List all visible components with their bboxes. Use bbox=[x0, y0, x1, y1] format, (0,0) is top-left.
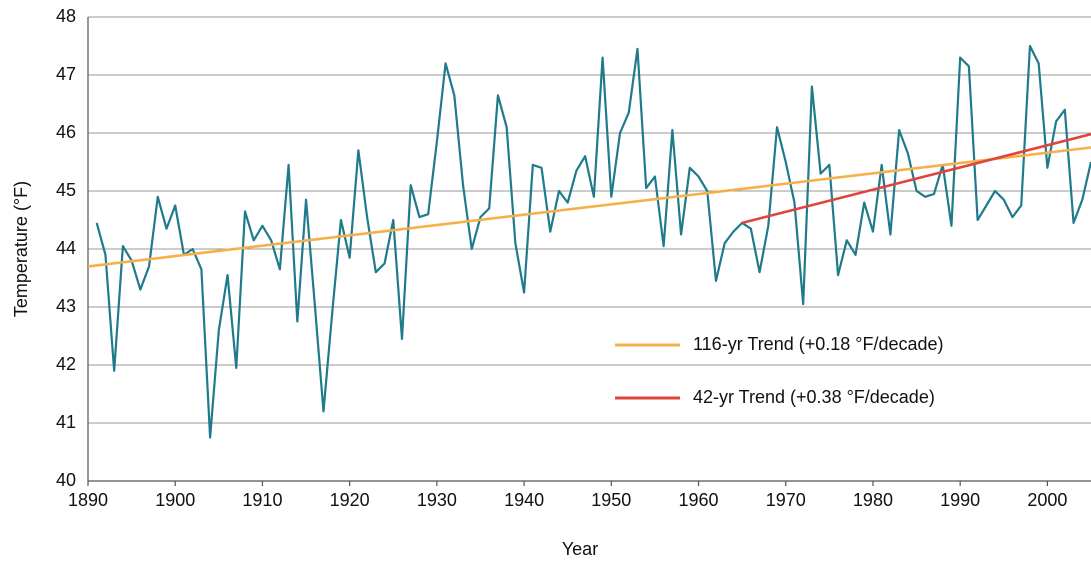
legend-label: 116-yr Trend (+0.18 °F/decade) bbox=[693, 334, 944, 354]
x-tick-label: 1910 bbox=[242, 490, 282, 510]
x-tick-label: 1920 bbox=[330, 490, 370, 510]
y-tick-label: 44 bbox=[56, 238, 76, 258]
y-tick-label: 48 bbox=[56, 6, 76, 26]
series-line bbox=[95, 44, 1091, 439]
x-tick-label: 1950 bbox=[591, 490, 631, 510]
plot-area bbox=[88, 44, 1091, 439]
y-tick-label: 45 bbox=[56, 180, 76, 200]
x-tick-label: 1990 bbox=[940, 490, 980, 510]
x-tick-label: 1930 bbox=[417, 490, 457, 510]
y-tick-label: 40 bbox=[56, 470, 76, 490]
x-tick-label: 1890 bbox=[68, 490, 108, 510]
y-tick-label: 43 bbox=[56, 296, 76, 316]
legend-label: 42-yr Trend (+0.38 °F/decade) bbox=[693, 387, 935, 407]
x-tick-label: 1970 bbox=[766, 490, 806, 510]
x-tick-label: 2000 bbox=[1027, 490, 1067, 510]
series-line bbox=[88, 146, 1091, 268]
series-line bbox=[741, 132, 1091, 225]
x-tick-label: 1900 bbox=[155, 490, 195, 510]
y-tick-label: 46 bbox=[56, 122, 76, 142]
y-tick-label: 41 bbox=[56, 412, 76, 432]
y-axis-label: Temperature (°F) bbox=[11, 181, 31, 317]
x-axis-label: Year bbox=[562, 539, 598, 559]
y-tick-label: 47 bbox=[56, 64, 76, 84]
y-tick-label: 42 bbox=[56, 354, 76, 374]
x-tick-label: 1940 bbox=[504, 490, 544, 510]
x-tick-label: 1980 bbox=[853, 490, 893, 510]
x-tick-label: 1960 bbox=[678, 490, 718, 510]
